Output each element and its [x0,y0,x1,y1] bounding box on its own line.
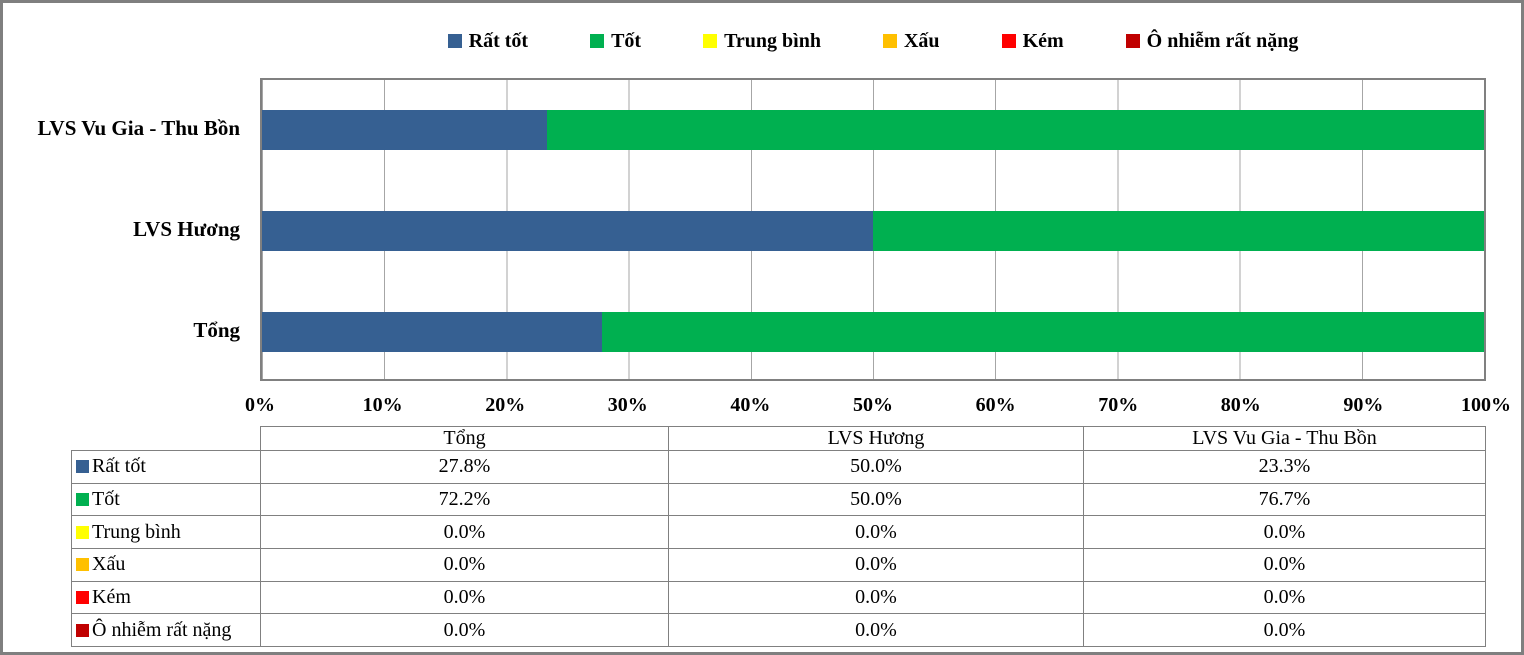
table-row-o-nhiem-rat-nang: Ô nhiễm rất nặng 0.0% 0.0% 0.0% [71,613,1486,648]
row-label-cell: Xấu [71,548,261,582]
x-axis-tick-labels: 0% 10% 20% 30% 40% 50% 60% 70% 80% 90% 1… [245,394,1511,420]
bar-row-lvs-vu-gia-thu-bon [262,110,1484,150]
category-label-lvs-vu-gia-thu-bon: LVS Vu Gia - Thu Bồn [37,116,240,140]
value-cell: 0.0% [260,613,669,648]
table-header-lvs-vu-gia-thu-bon: LVS Vu Gia - Thu Bồn [1083,426,1486,451]
row-label-cell: Kém [71,580,261,615]
row-label-cell: Ô nhiễm rất nặng [71,613,261,648]
legend-swatch-icon [590,34,605,48]
value-cell: 0.0% [668,580,1084,615]
series-color-swatch-icon [76,460,89,474]
table-header-lvs-huong: LVS Hương [668,426,1084,451]
legend-label: Xấu [903,29,940,52]
legend-item-tot: Tốt [590,30,641,53]
series-color-swatch-icon [76,558,89,572]
x-tick-50: 50% [853,394,893,416]
legend-label: Trung bình [724,29,821,52]
plot-area [260,78,1486,381]
x-tick-60: 60% [975,394,1016,416]
bar-row-tong [262,312,1484,352]
row-label: Tốt [92,488,120,511]
row-label: Trung bình [92,520,181,543]
bar-segment-rat-tot [262,110,547,150]
row-label: Xấu [92,553,126,576]
x-tick-20: 20% [485,394,526,416]
legend-label: Kém [1022,29,1064,52]
table-row-tot: Tốt 72.2% 50.0% 76.7% [71,482,1486,517]
bar-segment-rat-tot [262,211,873,251]
bar-segment-tot [873,211,1484,251]
legend-swatch-icon [1001,34,1016,48]
legend-label: Tốt [611,29,642,52]
row-label-cell: Tốt [71,482,261,517]
x-tick-30: 30% [607,394,648,416]
category-label-tong: Tổng [193,318,240,342]
value-cell: 0.0% [1083,580,1486,615]
series-color-swatch-icon [76,623,89,637]
value-cell: 50.0% [668,450,1084,484]
bar-segment-tot [546,110,1484,150]
series-color-swatch-icon [76,591,89,605]
value-cell: 72.2% [260,482,669,517]
table-header-row: Tổng LVS Hương LVS Vu Gia - Thu Bồn [72,426,1486,451]
value-cell: 0.0% [260,548,669,582]
table-row-xau: Xấu 0.0% 0.0% 0.0% [71,548,1486,582]
legend-label: Rất tốt [468,29,529,52]
legend-item-o-nhiem-rat-nang: Ô nhiễm rất nặng [1125,29,1299,53]
x-tick-10: 10% [362,394,403,416]
bar-segment-rat-tot [262,312,602,352]
value-cell: 76.7% [1083,482,1486,517]
x-tick-90: 90% [1343,394,1384,416]
row-label: Kém [92,586,131,609]
value-cell: 0.0% [260,515,669,550]
legend-label: Ô nhiễm rất nặng [1146,29,1299,52]
table-row-trung-binh: Trung bình 0.0% 0.0% 0.0% [71,515,1486,550]
x-tick-70: 70% [1098,394,1139,416]
value-cell: 0.0% [1083,613,1486,648]
value-cell: 0.0% [1083,515,1486,550]
table-row-kem: Kém 0.0% 0.0% 0.0% [71,580,1486,615]
y-axis-category-labels: LVS Vu Gia - Thu Bồn LVS Hương Tổng [6,78,240,381]
legend-item-rat-tot: Rất tốt [447,29,529,53]
row-label-cell: Trung bình [71,515,261,550]
row-label: Rất tốt [92,455,146,478]
bar-row-lvs-huong [262,211,1484,251]
x-tick-40: 40% [730,394,771,416]
value-cell: 0.0% [668,613,1084,648]
table-row-rat-tot: Rất tốt 27.8% 50.0% 23.3% [71,450,1486,484]
bar-segment-tot [601,312,1484,352]
legend-swatch-icon [1125,34,1140,48]
legend-item-kem: Kém [1001,29,1064,53]
table-header-tong: Tổng [260,426,669,451]
x-tick-80: 80% [1220,394,1261,416]
value-cell: 0.0% [668,515,1084,550]
value-cell: 0.0% [1083,548,1486,582]
legend-swatch-icon [447,34,462,48]
legend-item-xau: Xấu [882,29,940,53]
series-color-swatch-icon [76,493,89,507]
value-cell: 27.8% [260,450,669,484]
legend-swatch-icon [703,34,718,48]
value-cell: 23.3% [1083,450,1486,484]
chart-data-table: Tổng LVS Hương LVS Vu Gia - Thu Bồn Rất … [71,426,1486,648]
series-color-swatch-icon [76,525,89,539]
row-label: Ô nhiễm rất nặng [92,618,232,641]
legend-item-trung-binh: Trung bình [703,30,821,53]
legend-swatch-icon [882,34,897,48]
table-stub-cell [72,427,261,451]
category-label-lvs-huong: LVS Hương [133,217,240,241]
x-tick-100: 100% [1461,394,1511,416]
chart-legend: Rất tốt Tốt Trung bình Xấu Kém Ô nhiễm r… [260,27,1486,55]
row-label-cell: Rất tốt [71,450,261,484]
value-cell: 50.0% [668,482,1084,517]
value-cell: 0.0% [668,548,1084,582]
x-tick-0: 0% [245,394,275,416]
value-cell: 0.0% [260,580,669,615]
